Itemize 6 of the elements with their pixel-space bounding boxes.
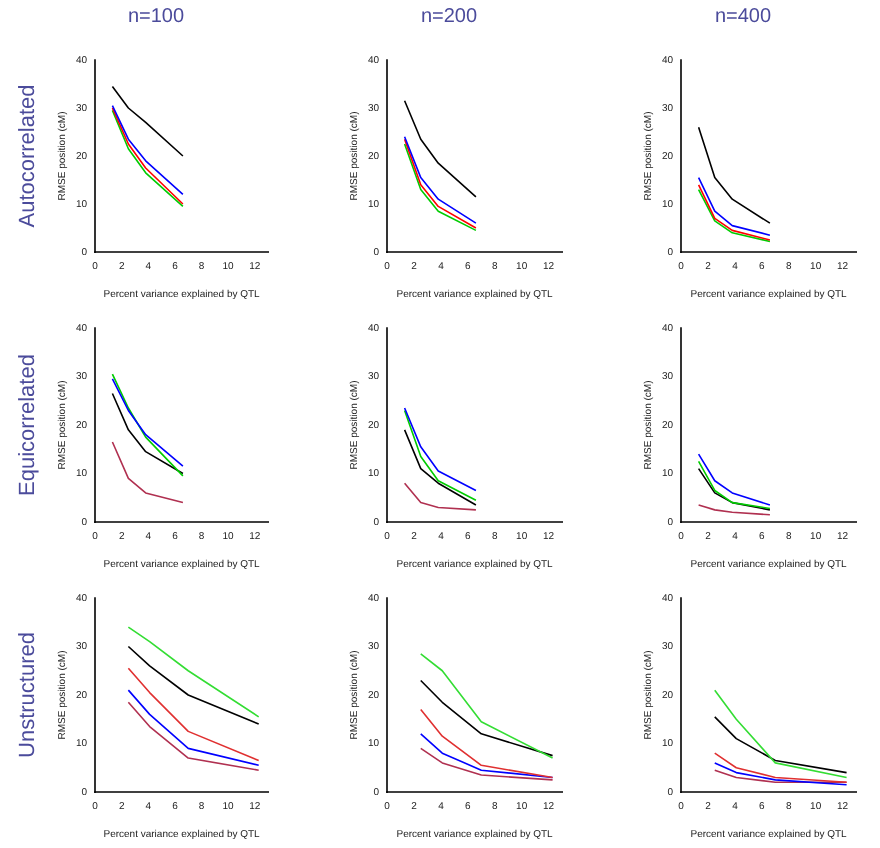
- chart-title: n=400: [714, 5, 772, 28]
- chart-title: n=200: [420, 5, 478, 28]
- text: Autocorrelated: [16, 84, 41, 228]
- chart-title: n=100: [127, 5, 185, 28]
- text: Equicorrelated: [16, 354, 41, 496]
- text: Unstructured: [16, 632, 41, 758]
